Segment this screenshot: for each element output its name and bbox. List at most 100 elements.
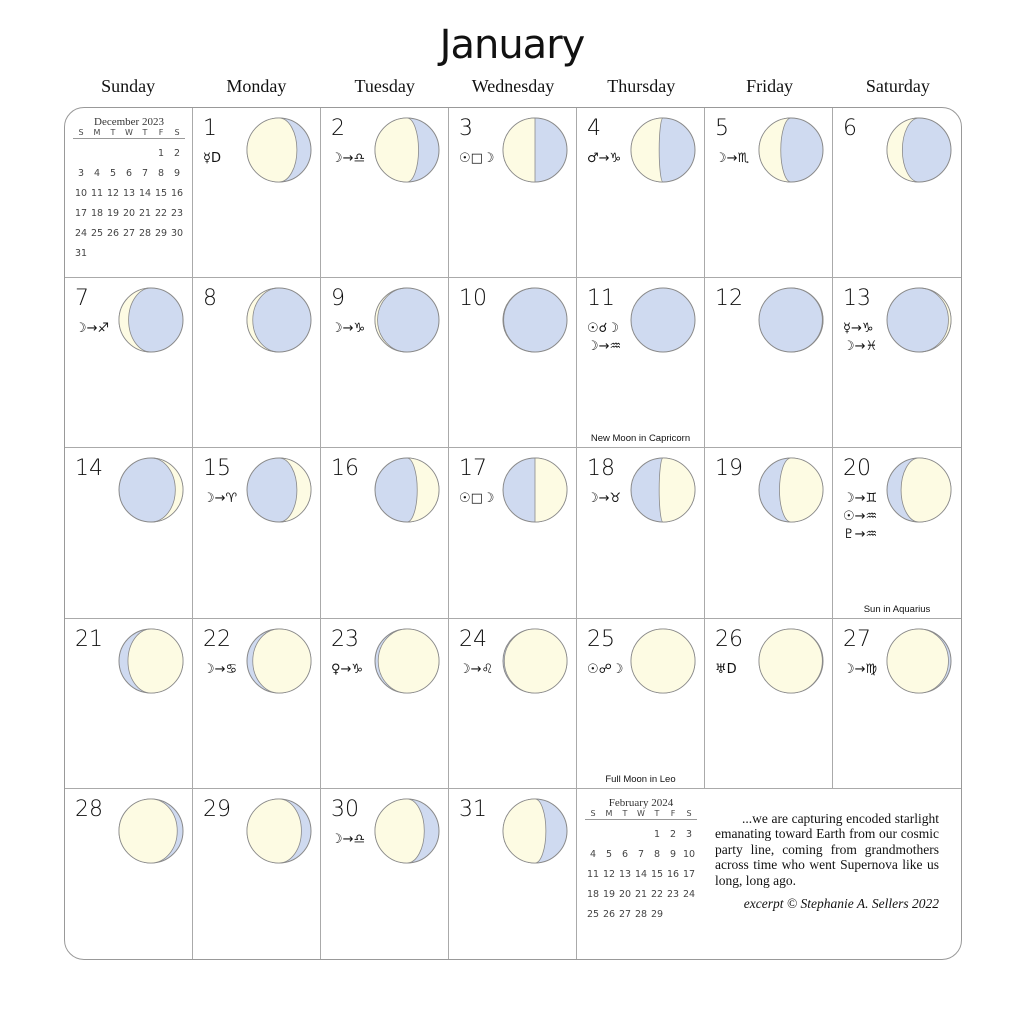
astro-aspects: ♅D — [715, 661, 737, 679]
moon-phase — [373, 797, 441, 869]
astro-aspect: ☽→♌ — [459, 661, 494, 677]
mini-day: 28 — [634, 908, 648, 920]
mini-day: 22 — [154, 208, 168, 219]
moon-lit-portion — [502, 287, 536, 353]
mini-day: 19 — [106, 208, 120, 219]
moon-phase-icon — [118, 457, 184, 523]
day-cell[interactable]: 10 — [449, 278, 577, 449]
day-cell[interactable]: 13 ☿→♑ ☽→♓ — [833, 278, 961, 449]
mini-calendar-title: February 2024 — [608, 796, 674, 809]
mini-day: 12 — [602, 868, 616, 880]
day-cell[interactable]: 30 ☽→♎ — [321, 788, 449, 959]
day-cell[interactable]: 29 — [193, 788, 321, 959]
day-cell[interactable]: 18 ☽→♉ — [577, 448, 705, 619]
astro-aspect: ☉→♒ — [843, 509, 878, 525]
mini-day: 10 — [74, 188, 88, 199]
moon-phase-icon — [502, 628, 568, 694]
day-cell[interactable]: 9 ☽→♑ — [321, 278, 449, 449]
moon-phase-icon — [502, 117, 568, 183]
mini-day: 6 — [125, 168, 133, 179]
day-cell[interactable]: 11 ☉☌☽ ☽→♒ New Moon in Capricorn — [577, 278, 705, 449]
day-event: New Moon in Capricorn — [590, 433, 691, 445]
day-cell[interactable]: 21 — [65, 618, 193, 789]
weekday-thursday: Thursday — [607, 76, 676, 96]
day-cell[interactable]: 16 — [321, 448, 449, 619]
day-cell[interactable]: 2 ☽→♎ — [321, 108, 449, 279]
day-cell[interactable]: 28 — [65, 788, 193, 959]
mini-weekday: F — [158, 128, 164, 137]
day-cell[interactable]: 6 — [833, 108, 961, 279]
moon-phase-icon — [630, 287, 696, 353]
mini-weekday: T — [142, 128, 148, 137]
day-cell[interactable]: 5 ☽→♏ — [705, 108, 833, 279]
astro-aspect: ☉□☽ — [459, 151, 495, 166]
day-cell[interactable]: 8 — [193, 278, 321, 449]
mini-empty — [617, 829, 633, 840]
mini-weekday: T — [622, 808, 628, 818]
astro-aspects: ☉☌☽ ☽→♒ — [587, 320, 621, 356]
moon-lit-portion — [886, 628, 949, 693]
day-number: 11 — [587, 286, 615, 312]
day-cell[interactable]: 20 ☽→♊ ☉→♒ ♇→♒ Sun in Aquarius — [833, 448, 961, 619]
day-cell[interactable]: 19 — [705, 448, 833, 619]
day-cell[interactable]: 1 ☿D — [193, 108, 321, 279]
day-cell[interactable]: 26 ♅D — [705, 618, 833, 789]
mini-day: 14 — [634, 868, 648, 880]
day-cell[interactable]: 4 ♂→♑ — [577, 108, 705, 279]
day-number: 30 — [331, 796, 359, 822]
day-cell[interactable]: 15 ☽→♈ — [193, 448, 321, 619]
mini-day: 23 — [666, 888, 680, 900]
mini-day: 24 — [682, 888, 696, 900]
mini-weekday: M — [605, 808, 613, 818]
mini-day: 16 — [666, 868, 680, 880]
moon-phase — [757, 116, 825, 188]
moon-phase — [117, 797, 185, 869]
mini-day: 17 — [682, 868, 696, 880]
day-number: 16 — [331, 456, 359, 482]
moon-lit-portion — [658, 457, 696, 523]
moon-lit-portion — [630, 628, 696, 693]
day-number: 23 — [331, 626, 359, 652]
day-cell[interactable]: 17 ☉□☽ — [449, 448, 577, 619]
moon-lit-portion — [278, 457, 312, 523]
day-cell[interactable]: 14 — [65, 448, 193, 619]
mini-day: 7 — [637, 848, 645, 860]
day-number: 12 — [715, 286, 743, 312]
moon-lit-portion — [534, 457, 568, 523]
mini-day: 7 — [141, 168, 149, 179]
moon-phase — [501, 627, 569, 699]
astro-aspects: ☉☍☽ — [587, 661, 623, 679]
day-cell[interactable]: 7 ☽→♐ — [65, 278, 193, 449]
day-cell[interactable]: 12 — [705, 278, 833, 449]
day-cell[interactable]: 24 ☽→♌ — [449, 618, 577, 789]
day-number: 5 — [715, 116, 729, 141]
mini-day: 14 — [138, 188, 152, 199]
moon-phase-icon — [502, 798, 568, 864]
moon-phase-icon — [886, 117, 952, 183]
day-cell[interactable]: 22 ☽→♋ — [193, 618, 321, 789]
day-cell[interactable]: 27 ☽→♍ — [833, 619, 961, 789]
day-number: 18 — [587, 456, 615, 482]
astro-aspects: ☽→♏ — [715, 150, 749, 168]
mini-day: 23 — [170, 208, 184, 219]
day-number: 1 — [203, 116, 217, 141]
day-number: 9 — [331, 286, 345, 312]
moon-phase — [117, 627, 185, 699]
day-cell[interactable]: 25 ☉☍☽ Full Moon in Leo — [577, 618, 705, 789]
mini-day: 4 — [93, 168, 101, 179]
mini-empty — [73, 148, 89, 159]
day-number: 27 — [843, 626, 871, 652]
moon-lit-portion — [502, 117, 536, 183]
astro-aspect: ☽→♓ — [843, 339, 878, 355]
day-cell[interactable]: 3 ☉□☽ — [449, 108, 577, 279]
astro-aspects: ☽→♉ — [587, 490, 621, 508]
moon-phase-icon — [758, 117, 824, 183]
moon-phase — [629, 456, 697, 528]
moon-lit-portion — [758, 628, 823, 693]
day-cell[interactable]: 23 ♀→♑ — [321, 618, 449, 789]
day-cell[interactable]: 31 — [449, 788, 577, 959]
mini-day: 12 — [106, 188, 120, 199]
mini-empty — [633, 829, 649, 840]
weekday-header-row: Sunday Monday Tuesday Wednesday Thursday Frid… — [64, 76, 962, 97]
